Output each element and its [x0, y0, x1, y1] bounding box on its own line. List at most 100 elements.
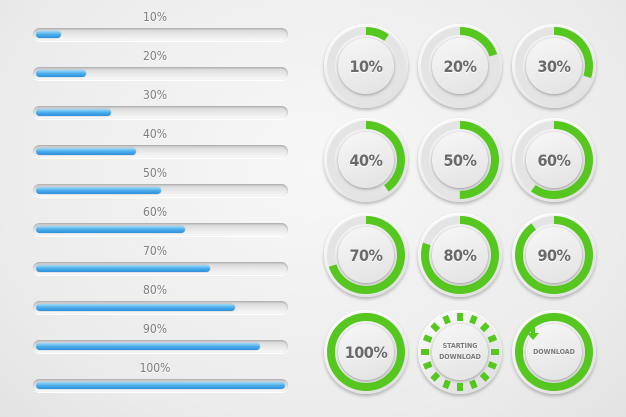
linear-progress-bars: 10% 20% 30% 40% 50% 60% 70% 80% 90% 100%: [0, 0, 310, 417]
progress-bar-label: 60%: [143, 205, 167, 219]
circular-progress-face: 30%: [526, 38, 582, 94]
progress-ring-arc: [421, 27, 499, 105]
spinner-segment: [422, 334, 433, 343]
download-label: DOWNLOAD: [533, 347, 575, 356]
circular-progress-90: 90%: [512, 213, 596, 297]
circular-progress-face: 80%: [432, 227, 488, 283]
progress-bar-fill: [36, 304, 235, 311]
progress-bar-track: [33, 145, 288, 158]
starting-download-indicator: STARTING DOWNLOAD: [418, 310, 502, 394]
progress-ring-arc: [421, 121, 499, 199]
progress-bar-label: 100%: [139, 361, 171, 375]
circular-progress-40: 40%: [324, 118, 408, 202]
progress-ring-fill: [515, 121, 593, 199]
progress-bar-label: 80%: [143, 283, 167, 297]
progress-ring-arc: [327, 313, 405, 391]
progress-bar-track: [33, 262, 288, 275]
progress-bar-track: [33, 301, 288, 314]
circular-progress-label: 100%: [344, 342, 388, 362]
circular-progress-face: 50%: [432, 132, 488, 188]
progress-bar-label: 30%: [143, 88, 167, 102]
progress-bar-100: 100%: [0, 361, 310, 401]
progress-bar-80: 80%: [0, 283, 310, 323]
spinner-segment: [442, 379, 451, 390]
circular-progress-face: 40%: [338, 132, 394, 188]
circular-progress-label: 20%: [443, 56, 477, 76]
progress-ring-arc: [515, 27, 593, 105]
circular-progress-label: 30%: [537, 56, 571, 76]
circular-progress-70: 70%: [324, 213, 408, 297]
progress-ring-arc: [515, 216, 593, 294]
progress-ring-arc: [327, 121, 405, 199]
circular-progress-face: 100%: [338, 324, 394, 380]
spinner-segment: [469, 379, 478, 390]
progress-bar-track: [33, 28, 288, 41]
circular-progress-10: 10%: [324, 24, 408, 108]
progress-bar-fill: [36, 31, 61, 38]
circular-progress-face: 20%: [432, 38, 488, 94]
progress-bar-20: 20%: [0, 49, 310, 89]
starting-download-line1: STARTING: [442, 342, 478, 350]
progress-ring-fill: [327, 313, 405, 391]
progress-bar-label: 10%: [143, 10, 167, 24]
progress-bar-track: [33, 340, 288, 353]
progress-bar-40: 40%: [0, 127, 310, 167]
progress-bar-70: 70%: [0, 244, 310, 284]
progress-bar-track: [33, 223, 288, 236]
progress-bar-fill: [36, 148, 136, 155]
progress-bar-10: 10%: [0, 10, 310, 50]
starting-download-face: STARTING DOWNLOAD: [432, 324, 488, 380]
progress-ring-arc: [421, 216, 499, 294]
circular-progress-100: 100%: [324, 310, 408, 394]
progress-bar-fill: [36, 226, 185, 233]
progress-ring-fill: [327, 121, 405, 199]
spinner-segment: [422, 361, 433, 370]
circular-progress-label: 40%: [349, 150, 383, 170]
progress-ring-arc: [327, 216, 405, 294]
circular-progress-80: 80%: [418, 213, 502, 297]
circular-progress-face: 90%: [526, 227, 582, 283]
progress-bar-fill: [36, 187, 161, 194]
circular-progress-30: 30%: [512, 24, 596, 108]
circular-progress-label: 90%: [537, 245, 571, 265]
progress-ring-fill: [421, 27, 499, 105]
spinner-segment: [442, 314, 451, 325]
progress-ring-fill: [327, 216, 405, 294]
progress-bar-fill: [36, 265, 210, 272]
progress-bar-track: [33, 379, 288, 392]
progress-bar-track: [33, 67, 288, 80]
progress-ring-fill: [421, 121, 499, 199]
starting-download-line2: DOWNLOAD: [439, 353, 481, 361]
download-face: DOWNLOAD: [526, 324, 582, 380]
progress-bar-60: 60%: [0, 205, 310, 245]
spinner-segment: [430, 371, 441, 382]
progress-bar-50: 50%: [0, 166, 310, 206]
spinner-segment: [430, 322, 441, 333]
progress-ring-fill: [327, 27, 405, 105]
circular-progress-60: 60%: [512, 118, 596, 202]
circular-progress-50: 50%: [418, 118, 502, 202]
progress-bar-track: [33, 184, 288, 197]
progress-bar-30: 30%: [0, 88, 310, 128]
progress-bar-90: 90%: [0, 322, 310, 362]
progress-ring-arc: [515, 121, 593, 199]
progress-ring-arc: [327, 27, 405, 105]
download-button[interactable]: DOWNLOAD: [512, 310, 596, 394]
spinner-segment: [479, 371, 490, 382]
circular-progress-label: 60%: [537, 150, 571, 170]
progress-ring-fill: [515, 216, 593, 294]
progress-bar-label: 90%: [143, 322, 167, 336]
progress-bar-label: 40%: [143, 127, 167, 141]
circular-progress-label: 70%: [349, 245, 383, 265]
circular-progress-face: 70%: [338, 227, 394, 283]
progress-bar-label: 50%: [143, 166, 167, 180]
spinner-segment: [469, 314, 478, 325]
progress-ring-fill: [515, 27, 593, 105]
download-ring-icon: [515, 313, 593, 391]
circular-progress-label: 80%: [443, 245, 477, 265]
progress-ring-fill: [421, 216, 499, 294]
circular-progress-20: 20%: [418, 24, 502, 108]
circular-progress-face: 60%: [526, 132, 582, 188]
progress-bar-label: 20%: [143, 49, 167, 63]
